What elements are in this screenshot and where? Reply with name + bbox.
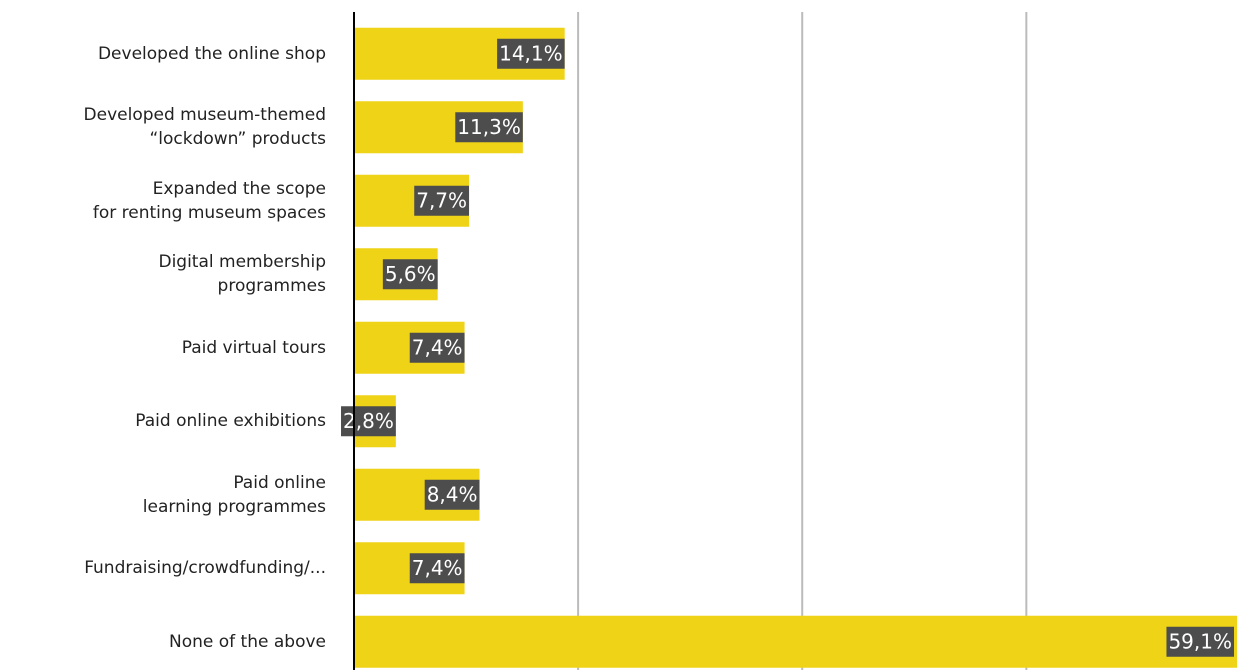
value-label: 7,4%: [412, 335, 463, 359]
value-label-bg: [455, 112, 523, 143]
value-label: 2,8%: [343, 409, 394, 433]
category-label: Developed the online shop: [97, 43, 326, 64]
value-label-bg: [409, 332, 465, 363]
value-label-bg: [409, 553, 465, 584]
value-label: 5,6%: [385, 262, 436, 286]
category-label: Fundraising/crowdfunding/...: [84, 558, 326, 579]
category-label: Paid online exhibitions: [135, 411, 326, 432]
bar: [354, 615, 1238, 668]
value-label: 8,4%: [427, 482, 478, 506]
category-label: None of the above: [169, 631, 326, 652]
value-label: 14,1%: [499, 41, 563, 65]
value-label: 59,1%: [1168, 629, 1232, 653]
value-label-bg: [414, 185, 470, 216]
value-label-bg: [382, 259, 438, 290]
category-label: Developed museum-themed “lockdown” produ…: [83, 105, 326, 150]
category-label: Expanded the scope for renting museum sp…: [92, 178, 326, 223]
category-label: Digital membership programmes: [158, 252, 326, 297]
value-label: 7,7%: [416, 188, 467, 212]
category-label: Paid virtual tours: [181, 337, 326, 358]
value-label-bg: [497, 38, 565, 69]
value-label: 11,3%: [457, 115, 521, 139]
value-label-bg: [341, 406, 396, 437]
value-label-bg: [424, 479, 480, 510]
value-label: 7,4%: [412, 556, 463, 580]
value-label-bg: [1166, 626, 1234, 657]
category-label: Paid online learning programmes: [142, 472, 326, 517]
